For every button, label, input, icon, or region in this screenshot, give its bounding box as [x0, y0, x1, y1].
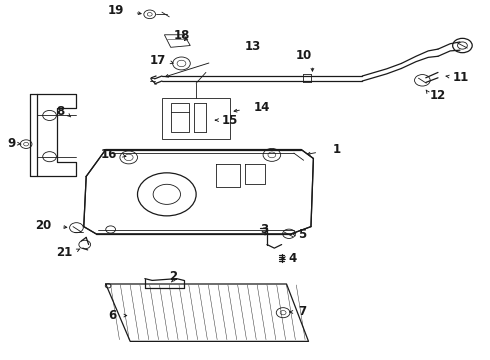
Text: 7: 7: [298, 306, 306, 319]
Text: 21: 21: [56, 246, 72, 259]
Bar: [162, 98, 230, 139]
Text: 2: 2: [170, 270, 177, 283]
Text: 13: 13: [245, 40, 261, 53]
Text: 6: 6: [109, 309, 117, 322]
Text: 4: 4: [288, 252, 296, 265]
Text: 10: 10: [296, 49, 313, 62]
Text: 18: 18: [174, 29, 190, 42]
Text: 12: 12: [430, 89, 446, 102]
Text: 16: 16: [100, 148, 117, 161]
Text: 19: 19: [108, 4, 124, 17]
Text: 8: 8: [56, 105, 64, 118]
Bar: [171, 103, 189, 132]
Text: 15: 15: [222, 114, 239, 127]
Text: 1: 1: [333, 143, 341, 156]
Text: 9: 9: [7, 137, 15, 150]
Text: 20: 20: [35, 219, 51, 233]
Text: 5: 5: [298, 228, 306, 241]
Text: 17: 17: [149, 54, 166, 67]
Text: 14: 14: [254, 101, 270, 114]
Text: 11: 11: [453, 71, 469, 84]
Text: 3: 3: [260, 223, 269, 236]
